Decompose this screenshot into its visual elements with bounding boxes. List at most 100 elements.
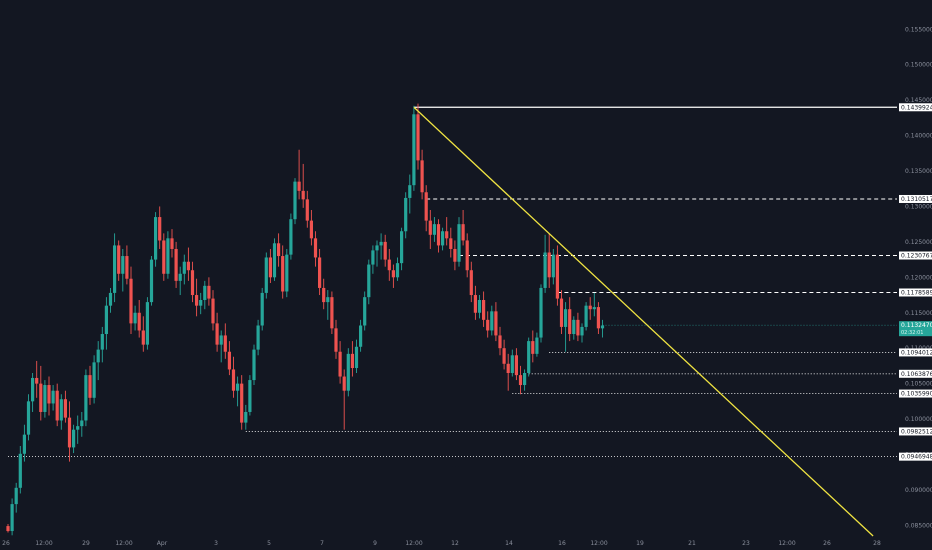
candle-body bbox=[223, 335, 227, 352]
candle-body bbox=[240, 383, 244, 423]
candle-body bbox=[395, 263, 400, 278]
trendline bbox=[413, 106, 874, 537]
candle-body bbox=[543, 252, 547, 288]
candle-body bbox=[260, 292, 264, 326]
candle-body bbox=[408, 185, 412, 198]
candles bbox=[6, 103, 605, 536]
candle-body bbox=[305, 199, 309, 221]
candle-body bbox=[121, 256, 125, 274]
y-tick-label: 0.12000000 bbox=[905, 274, 932, 281]
price-level-label: 0.14399241 bbox=[901, 104, 932, 111]
price-level-label: 0.10638769 bbox=[901, 371, 932, 378]
candle-body bbox=[293, 181, 297, 220]
candle-body bbox=[473, 295, 477, 313]
candle-body bbox=[174, 248, 178, 281]
candle-body bbox=[125, 256, 129, 279]
x-tick-label: 12 bbox=[451, 540, 459, 547]
candle-body bbox=[596, 307, 600, 329]
candle-body bbox=[252, 349, 256, 381]
x-tick-label: 26 bbox=[2, 540, 10, 547]
current-price-label: 0.11324707 bbox=[901, 322, 932, 329]
candle-body bbox=[334, 328, 338, 352]
candle-body bbox=[555, 254, 559, 299]
candle-body bbox=[342, 376, 346, 391]
x-tick-label: 19 bbox=[636, 540, 644, 547]
candle-body bbox=[424, 192, 428, 221]
y-tick-label: 0.10000000 bbox=[905, 416, 932, 423]
candle-body bbox=[297, 181, 301, 191]
candle-body bbox=[92, 362, 96, 398]
candle-body bbox=[502, 348, 506, 364]
candle-body bbox=[559, 298, 564, 327]
x-tick-label: Apr bbox=[157, 540, 168, 547]
candle-body bbox=[22, 434, 26, 454]
candle-body bbox=[535, 337, 539, 354]
candle-body bbox=[104, 305, 108, 335]
candle-body bbox=[6, 526, 10, 532]
candle-body bbox=[527, 341, 531, 373]
candle-body bbox=[539, 287, 543, 338]
candle-body bbox=[39, 383, 43, 412]
x-tick-label: 9 bbox=[373, 540, 377, 547]
candle-body bbox=[59, 399, 63, 421]
candle-body bbox=[178, 273, 182, 281]
x-tick-label: 23 bbox=[742, 540, 750, 547]
candle-body bbox=[506, 363, 510, 373]
candle-body bbox=[412, 114, 416, 186]
y-tick-label: 0.13500000 bbox=[905, 168, 932, 175]
candle-body bbox=[289, 219, 293, 255]
candle-body bbox=[576, 319, 580, 336]
candle-body bbox=[248, 380, 252, 412]
x-tick-label: 26 bbox=[823, 540, 831, 547]
candle-body bbox=[236, 383, 240, 391]
candle-body bbox=[31, 377, 35, 402]
candle-body bbox=[494, 311, 498, 336]
candle-body bbox=[154, 217, 158, 260]
price-level-tag bbox=[899, 103, 932, 112]
candle-body bbox=[231, 369, 236, 391]
candle-body bbox=[96, 349, 100, 363]
candle-body bbox=[43, 385, 47, 412]
candle-body bbox=[510, 355, 514, 373]
x-tick-label: 12:00 bbox=[115, 540, 132, 547]
candle-body bbox=[10, 504, 14, 532]
candle-body bbox=[277, 243, 281, 257]
x-tick-label: 7 bbox=[320, 540, 324, 547]
candle-body bbox=[244, 411, 248, 423]
candle-body bbox=[162, 240, 166, 274]
candle-body bbox=[55, 390, 59, 421]
candle-body bbox=[113, 245, 117, 293]
price-level-tag bbox=[899, 427, 932, 436]
candle-body bbox=[141, 330, 145, 345]
candle-timer-label: 02:32:01 bbox=[901, 330, 923, 336]
candle-body bbox=[272, 243, 277, 278]
candle-body bbox=[199, 299, 203, 306]
candle-body bbox=[84, 375, 88, 421]
price-level-tag bbox=[899, 389, 932, 398]
candle-body bbox=[281, 256, 285, 292]
candle-body bbox=[133, 312, 137, 324]
candle-body bbox=[195, 295, 199, 306]
candle-body bbox=[584, 305, 588, 327]
price-level-tag bbox=[899, 251, 932, 260]
candle-body bbox=[330, 297, 334, 329]
candle-body bbox=[117, 245, 121, 274]
candle-body bbox=[219, 335, 223, 345]
candle-body bbox=[207, 285, 211, 299]
time-axis[interactable]: 26 12:00 29 12:00 Apr 3 5 7 9 12:00 12 14 16 12:00 19 2… bbox=[2, 540, 881, 547]
candle-body bbox=[35, 377, 39, 384]
candle-body bbox=[580, 326, 584, 336]
candle-body bbox=[486, 319, 490, 331]
x-tick-label: 5 bbox=[267, 540, 271, 547]
candle-body bbox=[461, 224, 465, 241]
y-tick-label: 0.12500000 bbox=[905, 239, 932, 246]
candle-body bbox=[211, 298, 215, 324]
candle-body bbox=[547, 252, 551, 278]
candle-body bbox=[88, 375, 92, 398]
candle-body bbox=[313, 238, 318, 258]
y-tick-label: 0.14000000 bbox=[905, 133, 932, 140]
candle-body bbox=[170, 238, 174, 249]
candle-body bbox=[523, 372, 527, 386]
